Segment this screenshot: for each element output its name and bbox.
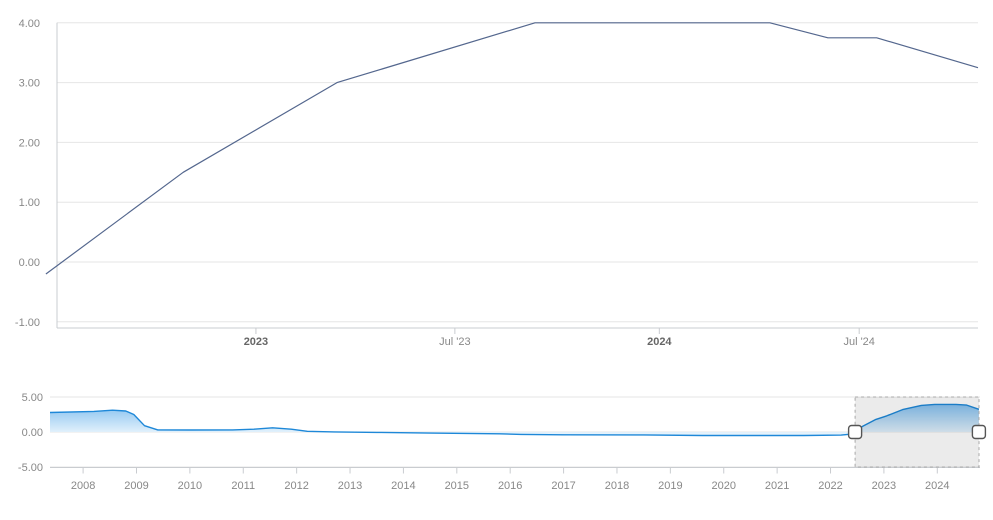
navigator-handle-left[interactable] <box>847 424 863 440</box>
y-axis-label: 0.00 <box>19 257 40 269</box>
y-axis-label: 3.00 <box>19 78 40 90</box>
navigator-selected-range[interactable] <box>854 396 980 468</box>
main-y-axis-labels: 4.00 3.00 2.00 1.00 0.00 -1.00 <box>15 18 40 329</box>
x-axis-label: 2019 <box>658 480 682 492</box>
x-axis-label: 2023 <box>244 336 268 348</box>
x-axis-label: 2013 <box>338 480 362 492</box>
navigator-y-axis-labels: 5.00 0.00 -5.00 <box>18 392 43 474</box>
y-axis-label: -5.00 <box>18 462 43 474</box>
x-axis-label: 2015 <box>445 480 469 492</box>
x-axis-label: 2021 <box>765 480 789 492</box>
x-axis-label: 2009 <box>124 480 148 492</box>
x-axis-label: Jul '24 <box>843 336 874 348</box>
x-axis-label: 2010 <box>178 480 202 492</box>
navigator-x-axis-labels: 2008 2009 2010 2011 2012 2013 2014 2015 2016 2017… <box>71 480 950 492</box>
x-axis-label: 2020 <box>712 480 736 492</box>
main-x-ticks <box>255 328 860 334</box>
main-series-line <box>45 22 979 275</box>
y-axis-label: 1.00 <box>19 197 40 209</box>
x-axis-label: 2018 <box>605 480 629 492</box>
x-axis-label: 2011 <box>231 480 255 492</box>
x-axis-label: 2014 <box>391 480 415 492</box>
navigator-x-ticks <box>82 467 938 474</box>
navigator: 5.000.00-5.00 2008 2009 2010 2011 2012 2013 20… <box>18 392 987 492</box>
main-gridlines <box>57 22 978 323</box>
x-axis-label: 2017 <box>551 480 575 492</box>
y-axis-label: 0.00 <box>22 427 43 439</box>
x-axis-label: Jul '23 <box>439 336 470 348</box>
x-axis-label: 2022 <box>818 480 842 492</box>
x-axis-label: 2023 <box>872 480 896 492</box>
main-plot-area[interactable] <box>57 10 978 328</box>
x-axis-label: 2016 <box>498 480 522 492</box>
main-chart: 4.003.002.001.000.00-1.00 2023 Jul '23 202… <box>15 10 979 348</box>
y-axis-label: 2.00 <box>19 137 40 149</box>
y-axis-label: 5.00 <box>22 392 43 404</box>
main-x-axis-labels: 2023 Jul '23 2024 Jul '24 <box>244 336 875 348</box>
y-axis-label: 4.00 <box>19 18 40 30</box>
y-axis-label: -1.00 <box>15 317 40 329</box>
navigator-line <box>49 403 980 437</box>
x-axis-label: 2008 <box>71 480 95 492</box>
x-axis-label: 2012 <box>284 480 308 492</box>
navigator-handle-right[interactable] <box>971 424 987 440</box>
x-axis-label: 2024 <box>647 336 672 348</box>
x-axis-label: 2024 <box>925 480 949 492</box>
